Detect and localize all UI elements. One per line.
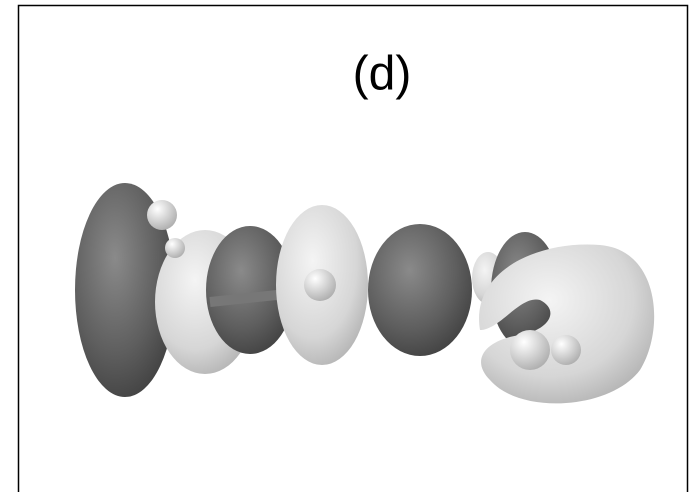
atom [165, 238, 185, 258]
atom [510, 330, 550, 370]
page: {"panel": {"label": "(d)"}} (d) [0, 0, 697, 492]
atom [304, 269, 336, 301]
panel-label: (d) [353, 48, 412, 101]
lobe-dark [368, 224, 472, 356]
figure-panel: (d) [0, 0, 697, 492]
atom [147, 200, 177, 230]
atom [551, 335, 581, 365]
